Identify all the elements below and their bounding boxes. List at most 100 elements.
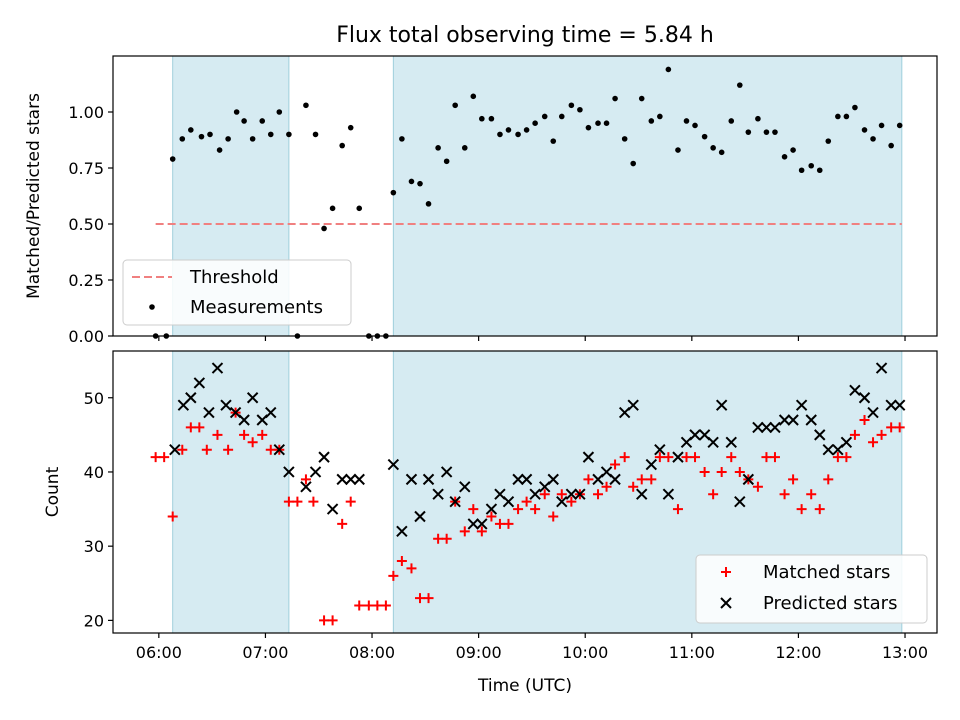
measurement-point	[665, 66, 672, 73]
matched-star-marker	[654, 452, 665, 463]
measurement-point	[179, 136, 186, 142]
measurement-point	[595, 120, 601, 126]
predicted-star-marker	[609, 473, 621, 486]
predicted-star-marker	[715, 399, 728, 411]
predicted-star-marker	[238, 414, 250, 426]
legend-matched-swatch	[721, 567, 731, 577]
predicted-star-marker	[220, 399, 232, 411]
matched-star-marker	[486, 511, 497, 522]
matched-star-marker	[476, 526, 487, 537]
matched-star-marker	[593, 489, 604, 500]
x-tick-label: 06:00	[136, 643, 182, 662]
measurement-point	[399, 136, 405, 142]
matched-star-marker	[769, 452, 780, 463]
measurement-point	[303, 102, 309, 109]
x-tick-label: 11:00	[669, 643, 715, 662]
predicted-star-marker	[387, 458, 400, 471]
matched-star-marker	[610, 459, 621, 470]
chart-title: Flux total observing time = 5.84 h	[336, 23, 714, 48]
measurement-point	[585, 124, 592, 131]
predicted-star-marker	[885, 399, 897, 411]
predicted-star-marker	[185, 392, 197, 404]
matched-star-marker	[300, 474, 311, 485]
matched-star-marker	[894, 422, 905, 433]
matched-star-marker	[566, 496, 577, 507]
x-tick-label: 13:00	[882, 643, 928, 662]
counts-panel: 20 30 40 50 06:00 07:00 08:00 09:00 10:00 11:00 12…	[84, 350, 938, 662]
matched-star-marker	[716, 466, 727, 477]
measurement-point	[408, 178, 415, 185]
measurement-point	[443, 158, 450, 165]
matched-star-marker	[530, 504, 541, 515]
predicted-star-marker	[265, 406, 277, 419]
predicted-star-marker	[582, 451, 595, 463]
matched-star-marker	[372, 600, 383, 611]
matched-star-marker	[619, 452, 630, 463]
matched-star-marker	[548, 511, 559, 522]
matched-star-marker	[239, 429, 250, 440]
measurement-point	[452, 102, 458, 109]
measurement-point	[515, 131, 521, 138]
matched-star-marker	[583, 474, 594, 485]
measurement-point	[683, 118, 690, 124]
matched-star-marker	[388, 570, 399, 581]
matched-star-marker	[459, 526, 470, 537]
matched-star-marker	[415, 593, 426, 604]
predicted-star-marker	[654, 443, 666, 456]
matched-star-marker	[859, 415, 870, 426]
matched-star-marker	[283, 496, 294, 507]
bottom-y-axis-label: Count	[43, 466, 63, 517]
measurement-point	[630, 160, 636, 167]
predicted-star-marker	[353, 473, 365, 486]
predicted-star-marker	[662, 488, 675, 500]
predicted-star-marker	[707, 436, 719, 448]
measurement-point	[755, 115, 761, 122]
measurement-point	[216, 147, 223, 153]
matched-star-marker	[363, 600, 374, 611]
predicted-star-marker	[875, 362, 888, 374]
predicted-star-marker	[849, 384, 861, 397]
matched-star-marker	[788, 474, 799, 485]
measurement-point	[329, 205, 336, 212]
measurement-point	[356, 205, 363, 212]
predicted-star-marker	[440, 466, 453, 478]
top-plot-frame	[112, 55, 938, 337]
measurement-point	[461, 145, 468, 151]
matched-star-marker	[832, 452, 843, 463]
y-tick-label: 40	[84, 463, 104, 482]
matched-star-marker	[699, 466, 710, 477]
matched-star-marker	[257, 429, 268, 440]
measurement-point	[835, 113, 841, 120]
predicted-star-marker	[840, 436, 853, 448]
predicted-star-marker	[689, 429, 701, 441]
predicted-star-marker	[459, 481, 471, 493]
measurement-point	[198, 133, 205, 140]
measurement-point	[390, 189, 397, 196]
measurement-point	[339, 142, 345, 149]
measurement-point	[497, 131, 503, 138]
predicted-star-marker	[787, 414, 799, 426]
x-tick-label: 12:00	[775, 643, 821, 662]
bottom-plot-frame	[112, 350, 938, 634]
matched-star-marker	[308, 496, 319, 507]
measurement-point	[612, 95, 618, 102]
predicted-star-marker	[814, 429, 826, 441]
predicted-star-marker	[565, 488, 578, 500]
measurement-point	[259, 118, 266, 124]
measurement-point	[816, 167, 823, 174]
measurement-point	[577, 106, 583, 113]
measurement-point	[470, 93, 477, 100]
predicted-star-marker	[485, 503, 498, 515]
matched-star-marker	[319, 615, 330, 626]
matched-star-marker	[337, 518, 348, 529]
predicted-star-marker	[742, 473, 755, 486]
predicted-star-marker	[309, 466, 322, 478]
measurement-point	[736, 82, 743, 88]
predicted-star-marker	[627, 399, 639, 411]
measurement-point	[852, 104, 858, 111]
measurement-point	[505, 127, 512, 133]
predicted-star-marker	[752, 421, 764, 434]
matched-star-marker	[690, 452, 701, 463]
matched-star-marker	[513, 504, 524, 515]
matched-star-marker	[752, 481, 763, 492]
